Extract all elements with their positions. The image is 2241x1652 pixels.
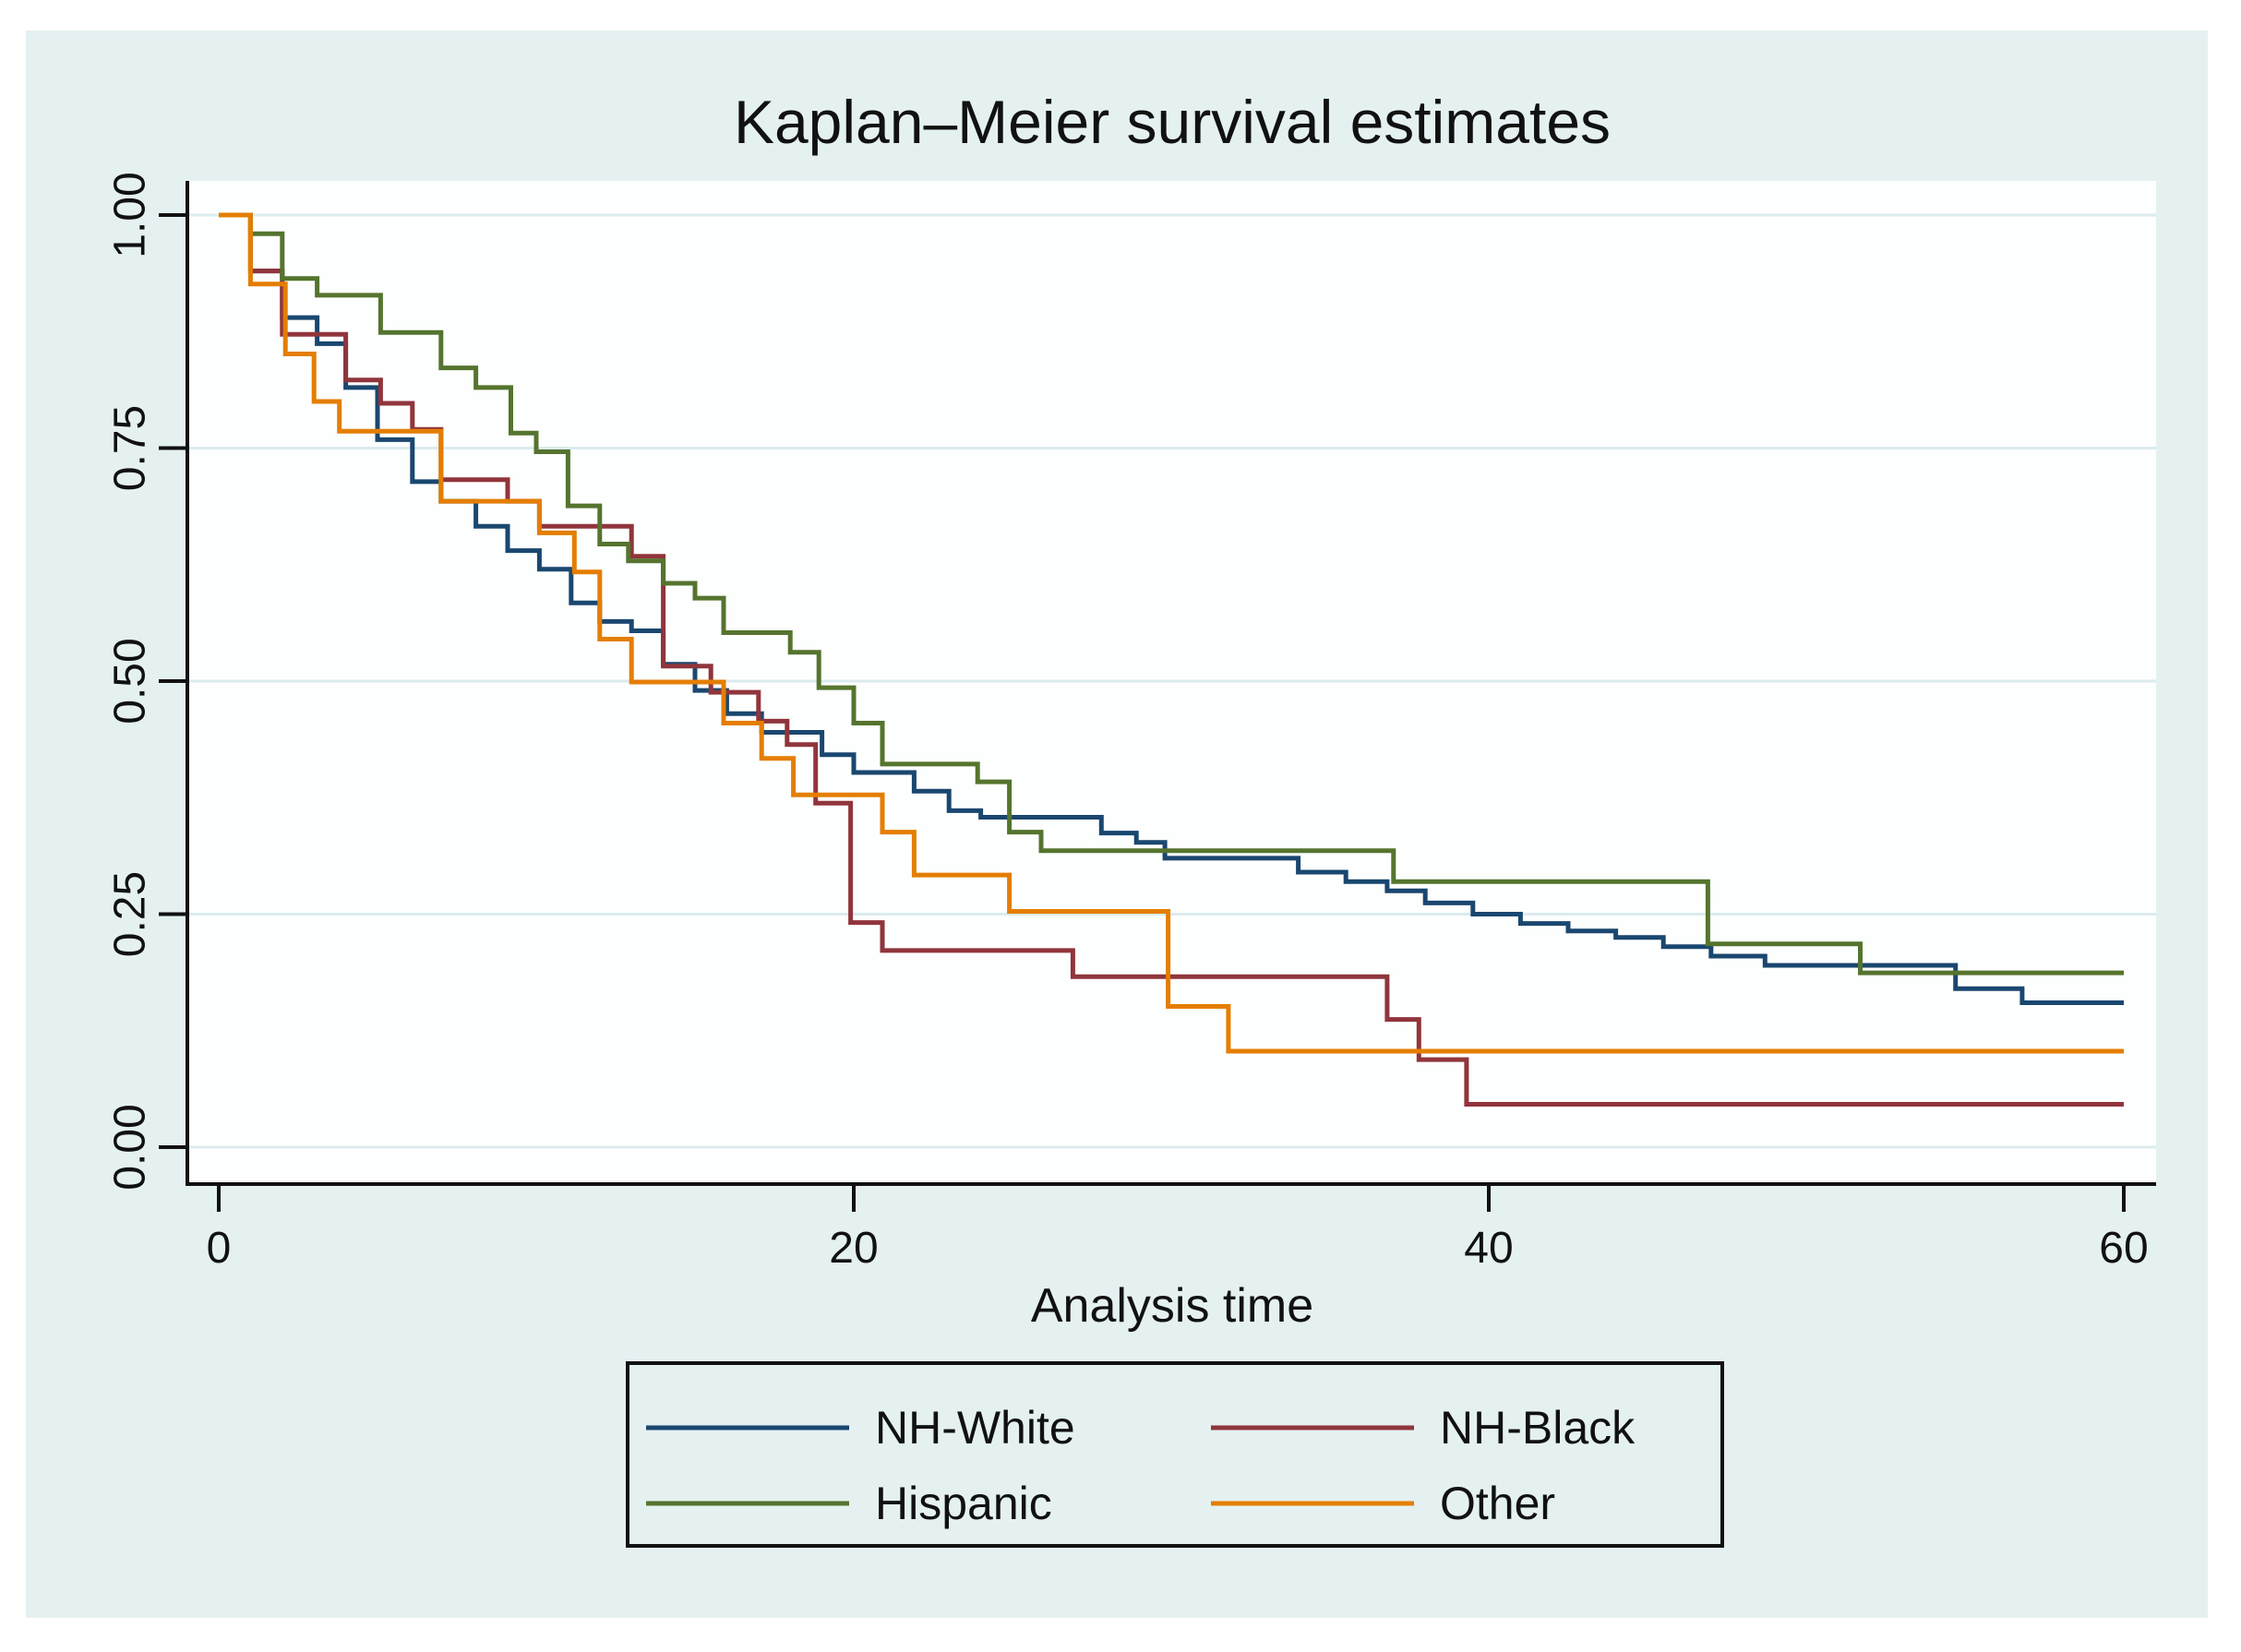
y-tick-label: 1.00: [106, 172, 155, 257]
km-curve-other: [219, 212, 2124, 1054]
legend-box: [626, 1361, 1724, 1548]
legend-label-nh-black: NH-Black: [1440, 1402, 1636, 1454]
km-curves: [219, 212, 2124, 1107]
y-tick-label: 0.25: [106, 871, 155, 957]
x-axis-label: Analysis time: [1031, 1279, 1313, 1333]
legend: NH-White NH-Black Hispanic Other: [626, 1361, 1724, 1548]
axes: 1.00 0.75 0.50 0.25 0.00 0 20 40 60: [106, 172, 2156, 1273]
km-curve-hispanic: [219, 212, 2124, 976]
x-tick-label: 20: [829, 1224, 878, 1273]
y-tick-label: 0.50: [106, 638, 155, 724]
legend-label-other: Other: [1440, 1478, 1555, 1529]
legend-label-hispanic: Hispanic: [875, 1478, 1052, 1529]
x-tick-label: 60: [2099, 1224, 2148, 1273]
x-tick-label: 0: [207, 1224, 232, 1273]
km-curve-nh-black: [219, 212, 2124, 1107]
gridlines: [187, 213, 2156, 1149]
chart-title: Kaplan–Meier survival estimates: [734, 88, 1611, 156]
y-tick-label: 0.75: [106, 405, 155, 491]
legend-label-nh-white: NH-White: [875, 1402, 1075, 1454]
y-tick-label: 0.00: [106, 1104, 155, 1190]
km-curve-nh-white: [219, 212, 2124, 1005]
x-tick-label: 40: [1464, 1224, 1513, 1273]
